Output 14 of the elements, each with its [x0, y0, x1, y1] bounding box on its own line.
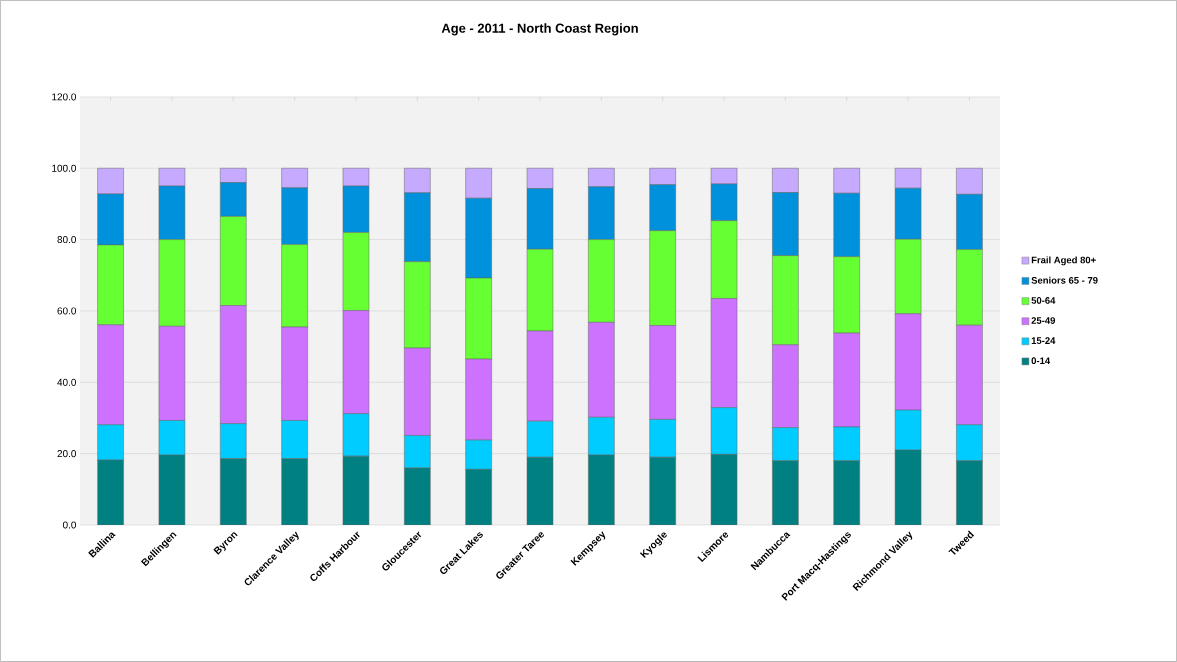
- legend-label: Seniors 65 - 79: [1031, 276, 1098, 284]
- y-tick-label: 80.0: [57, 236, 77, 244]
- legend-label: 25-49: [1031, 317, 1056, 324]
- y-tick-label: 60.0: [57, 307, 77, 315]
- y-tick-label: 40.0: [57, 378, 77, 386]
- legend-label: 50-64: [1031, 297, 1056, 304]
- chart-title: Age - 2011 - North Coast Region: [441, 23, 638, 36]
- legend-label: 0-14: [1031, 357, 1051, 365]
- legend-label: Frail Aged 80+: [1031, 256, 1096, 266]
- y-tick-label: 120.0: [52, 93, 77, 101]
- y-tick-label: 100.0: [52, 164, 77, 172]
- legend-label: 15-24: [1031, 337, 1056, 345]
- y-tick-label: 0.0: [62, 521, 77, 529]
- y-tick-label: 20.0: [57, 450, 77, 458]
